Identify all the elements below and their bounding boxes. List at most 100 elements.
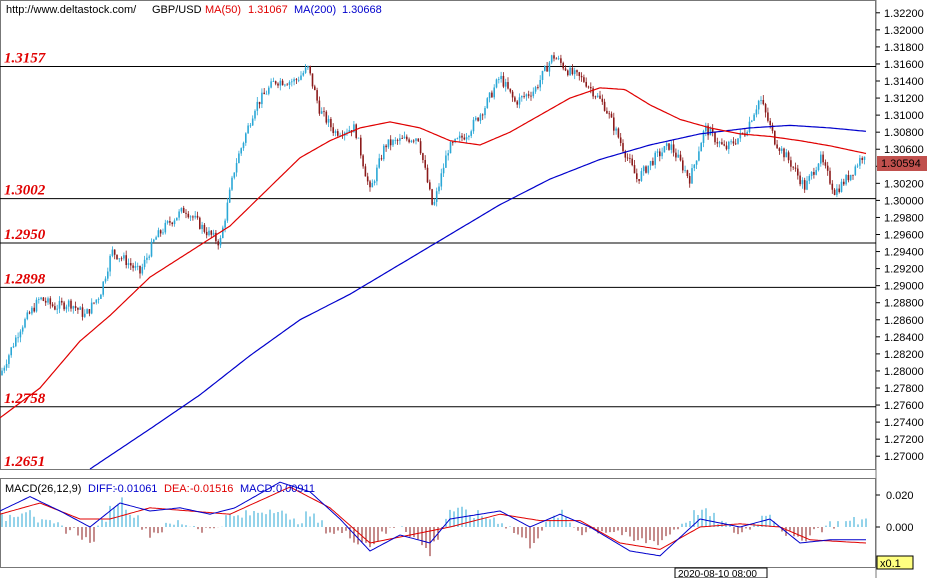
zoom-badge-label: x0.1 [880, 558, 901, 570]
candle-body [86, 309, 88, 314]
candle-body [645, 166, 647, 173]
candle-body [709, 128, 712, 136]
candle-body [249, 125, 252, 127]
candle-body [523, 96, 525, 97]
candle-body [797, 168, 799, 176]
candle-body [173, 220, 176, 225]
candle-body [33, 307, 35, 312]
candle-body [93, 302, 95, 304]
candle-body [500, 75, 502, 80]
candle-body [762, 99, 765, 105]
candle-body [718, 142, 721, 144]
candle-body [546, 66, 548, 72]
candle-body [288, 81, 291, 85]
candle-body [357, 137, 360, 139]
candle-body [481, 114, 484, 116]
candle-body [334, 131, 337, 133]
candle-body [454, 138, 456, 143]
candle-body [847, 174, 850, 181]
candle-body [286, 84, 288, 86]
candle-body [435, 191, 438, 202]
candle-body [711, 128, 714, 133]
candle-body [26, 312, 29, 320]
candle-body [757, 100, 760, 110]
candle-body [562, 62, 564, 69]
candle-body [541, 70, 544, 80]
candle-body [265, 93, 268, 95]
candle-body [838, 188, 840, 192]
candle-body [663, 146, 666, 153]
candle-body [67, 300, 70, 307]
candle-body [107, 271, 109, 279]
candle-body [769, 120, 771, 125]
candle-body [116, 254, 118, 260]
candle-body [28, 312, 31, 314]
candle-body [136, 265, 139, 267]
candle-body [836, 188, 838, 195]
candle-body [364, 166, 367, 177]
candle-body [686, 170, 689, 177]
candle-body [472, 119, 475, 132]
ma50-value: 1.31067 [248, 4, 288, 16]
candle-body [677, 154, 679, 158]
candle-body [242, 142, 245, 149]
candle-body [10, 347, 12, 356]
candle-body [700, 142, 702, 152]
candle-body [452, 142, 454, 143]
candle-body [856, 165, 859, 167]
candle-body [695, 160, 698, 165]
candle-body [353, 124, 355, 133]
candle-body [753, 114, 755, 121]
candle-body [194, 215, 196, 218]
macd-dea-value: -0.01516 [190, 483, 233, 495]
price-tick-label: 1.31000 [884, 110, 924, 122]
candle-body [355, 124, 357, 138]
candle-body [484, 108, 486, 116]
level-label: 1.2950 [4, 227, 46, 243]
candle-body [468, 135, 470, 138]
candle-body [636, 173, 638, 180]
candle-body [507, 82, 509, 89]
candle-body [199, 217, 201, 229]
candle-body [608, 113, 610, 115]
candle-body [516, 101, 518, 105]
zoom-badge[interactable] [876, 555, 914, 570]
candle-body [148, 256, 150, 258]
candle-body [567, 70, 569, 76]
candle-body [95, 299, 98, 303]
price-tick-label: 1.27600 [884, 400, 924, 412]
candle-body [642, 166, 645, 172]
candle-body [369, 181, 371, 188]
candle-body [792, 166, 794, 168]
candle-body [396, 139, 399, 141]
candle-body [813, 171, 815, 175]
price-tick-label: 1.28400 [884, 332, 924, 344]
candle-body [81, 307, 84, 317]
candle-body [270, 81, 272, 88]
candle-body [125, 255, 127, 265]
candle-body [820, 154, 822, 164]
candle-body [679, 154, 682, 161]
candle-body [49, 298, 52, 305]
candle-body [854, 166, 857, 175]
candle-body [583, 77, 585, 82]
candle-body [389, 139, 392, 146]
price-tick-label: 1.27400 [884, 417, 924, 429]
candle-body [521, 96, 523, 98]
candle-body [780, 148, 783, 151]
candle-body [284, 84, 286, 86]
candle-body [826, 165, 829, 171]
candle-body [461, 135, 463, 138]
price-tick-label: 1.29800 [884, 212, 924, 224]
candle-body [15, 337, 17, 347]
price-tick-label: 1.31800 [884, 42, 924, 54]
candle-body [734, 143, 737, 145]
candle-body [153, 239, 155, 242]
macd-dea-label: DEA: [164, 483, 190, 495]
candle-body [134, 266, 137, 268]
candle-body [576, 70, 578, 73]
candle-body [622, 143, 624, 152]
candle-body [624, 151, 627, 158]
candle-body [861, 158, 863, 160]
